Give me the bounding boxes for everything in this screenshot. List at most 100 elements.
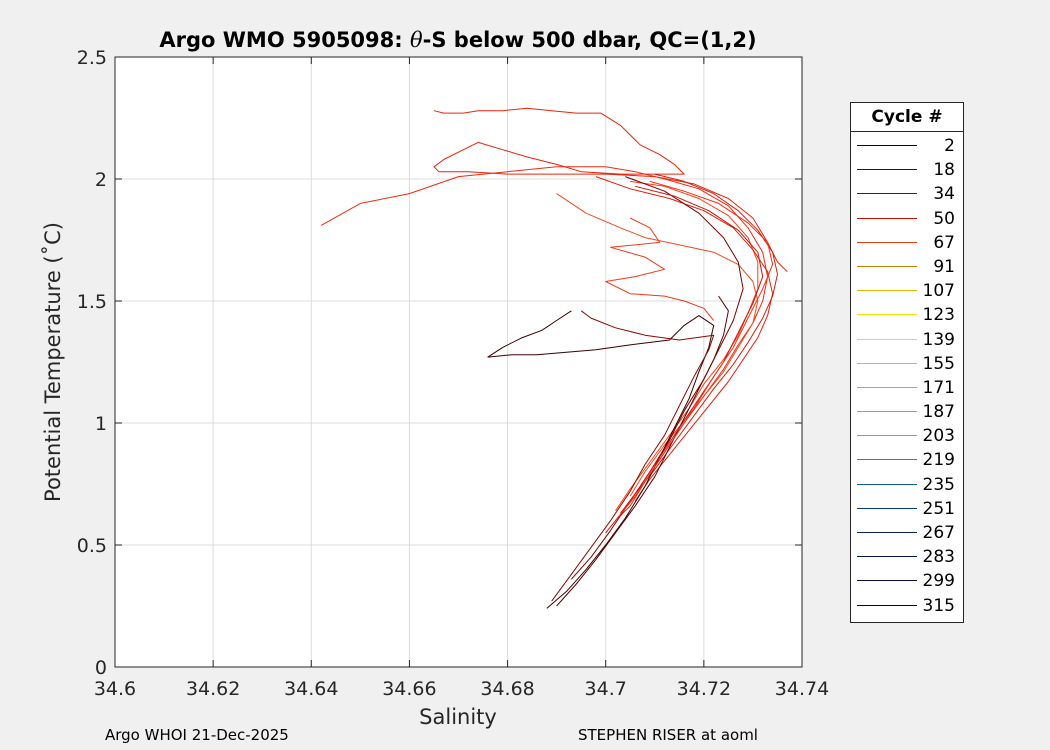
legend-swatch	[857, 193, 917, 195]
series-line-red-profile-f	[615, 180, 774, 521]
grid-lines	[115, 57, 802, 667]
legend-swatch	[857, 435, 917, 437]
legend-label: 219	[922, 450, 955, 471]
series-line-red-profile-e	[605, 185, 764, 534]
legend-entry: 155	[851, 352, 963, 376]
legend-swatch	[857, 169, 917, 171]
legend-entry: 251	[851, 497, 963, 521]
legend-swatch	[857, 145, 917, 146]
legend-swatch	[857, 507, 917, 509]
chart-title-theta: θ	[410, 28, 423, 52]
chart-title-prefix: Argo WMO 5905098:	[159, 28, 410, 52]
series-line-dark-profile-b	[556, 295, 729, 607]
x-tick-label: 34.74	[775, 678, 829, 700]
chart-title-suffix: -S below 500 dbar, QC=(1,2)	[423, 28, 757, 52]
legend-swatch	[857, 411, 917, 413]
legend-entry: 50	[851, 207, 963, 231]
legend-label: 283	[922, 547, 955, 568]
series-line-dark-profile-d	[551, 310, 715, 602]
legend-list: 2 18 34 50 67 91 107 123 139 155 171 187 203 219 235 25…	[851, 132, 963, 622]
legend: Cycle # 2 18 34 50 67 91 107 123 139 155 171 187 203…	[850, 102, 964, 623]
legend-label: 2	[944, 136, 955, 156]
legend-entry: 203	[851, 424, 963, 448]
x-tick-label: 34.7	[585, 678, 627, 700]
legend-swatch	[857, 290, 917, 292]
legend-swatch	[857, 314, 917, 316]
legend-entry: 67	[851, 231, 963, 255]
legend-label: 315	[922, 595, 955, 616]
legend-swatch	[857, 265, 917, 267]
y-tick-label: 0.5	[77, 535, 107, 557]
legend-entry: 171	[851, 376, 963, 400]
legend-title: Cycle #	[851, 103, 963, 132]
series-line-red-profile-d	[595, 176, 774, 502]
legend-label: 123	[922, 305, 955, 326]
legend-label: 235	[922, 474, 955, 495]
legend-swatch	[857, 532, 917, 533]
legend-label: 67	[933, 232, 955, 253]
legend-label: 139	[922, 329, 955, 350]
x-tick-label: 34.6	[94, 678, 136, 700]
legend-swatch	[857, 459, 917, 461]
legend-swatch	[857, 338, 917, 340]
axis-ticks: 34.6 34.62 34.64 34.66 34.68 34.7 34.72 34.74 0 0…	[77, 47, 829, 700]
legend-swatch	[857, 580, 917, 582]
legend-label: 155	[922, 353, 955, 374]
legend-entry: 187	[851, 400, 963, 424]
legend-entry: 299	[851, 569, 963, 593]
y-axis-label: Potential Temperature (˚C)	[41, 222, 65, 502]
legend-label: 107	[922, 281, 955, 302]
chart-title: Argo WMO 5905098: θ-S below 500 dbar, QC…	[159, 28, 756, 52]
x-tick-label: 34.64	[284, 678, 338, 700]
legend-entry: 283	[851, 545, 963, 569]
x-axis-label: Salinity	[419, 705, 497, 729]
legend-entry: 235	[851, 473, 963, 497]
legend-swatch	[857, 604, 917, 606]
y-tick-label: 0	[95, 657, 107, 679]
legend-label: 18	[933, 160, 955, 181]
footer-left: Argo WHOI 21-Dec-2025	[105, 726, 289, 744]
y-tick-label: 2.5	[77, 47, 107, 69]
legend-label: 34	[933, 184, 955, 205]
legend-label: 203	[922, 426, 955, 447]
legend-entry: 219	[851, 448, 963, 472]
legend-swatch	[857, 217, 917, 219]
legend-label: 91	[933, 256, 955, 277]
legend-entry: 18	[851, 158, 963, 182]
legend-swatch	[857, 362, 917, 364]
legend-swatch	[857, 241, 917, 243]
x-tick-label: 34.72	[677, 678, 731, 700]
series-line-dark-profile-c	[571, 176, 744, 580]
legend-entry: 123	[851, 303, 963, 327]
legend-label: 267	[922, 523, 955, 543]
legend-swatch	[857, 556, 917, 558]
legend-entry: 34	[851, 182, 963, 206]
footer-right: STEPHEN RISER at aoml	[578, 726, 758, 744]
data-series	[320, 107, 788, 609]
plot-area	[115, 57, 802, 667]
legend-entry: 91	[851, 255, 963, 279]
plot-frame	[114, 56, 803, 668]
x-tick-label: 34.62	[186, 678, 240, 700]
legend-entry: 107	[851, 279, 963, 303]
series-line-scattered-red-loop	[605, 217, 715, 321]
series-line-orange-red-profile	[556, 193, 759, 497]
x-tick-label: 34.66	[382, 678, 436, 700]
x-tick-label: 34.68	[480, 678, 534, 700]
legend-label: 50	[933, 208, 955, 229]
legend-swatch	[857, 483, 917, 485]
y-tick-label: 2	[95, 169, 107, 191]
legend-swatch	[857, 386, 917, 388]
legend-entry: 267	[851, 521, 963, 545]
series-line-red-profile-c	[615, 180, 759, 512]
legend-entry: 2	[851, 134, 963, 158]
y-tick-label: 1.5	[77, 291, 107, 313]
legend-label: 171	[922, 377, 955, 398]
y-tick-label: 1	[95, 413, 107, 435]
legend-label: 251	[922, 498, 955, 519]
legend-label: 187	[922, 402, 955, 423]
legend-entry: 139	[851, 328, 963, 352]
legend-entry: 315	[851, 594, 963, 618]
